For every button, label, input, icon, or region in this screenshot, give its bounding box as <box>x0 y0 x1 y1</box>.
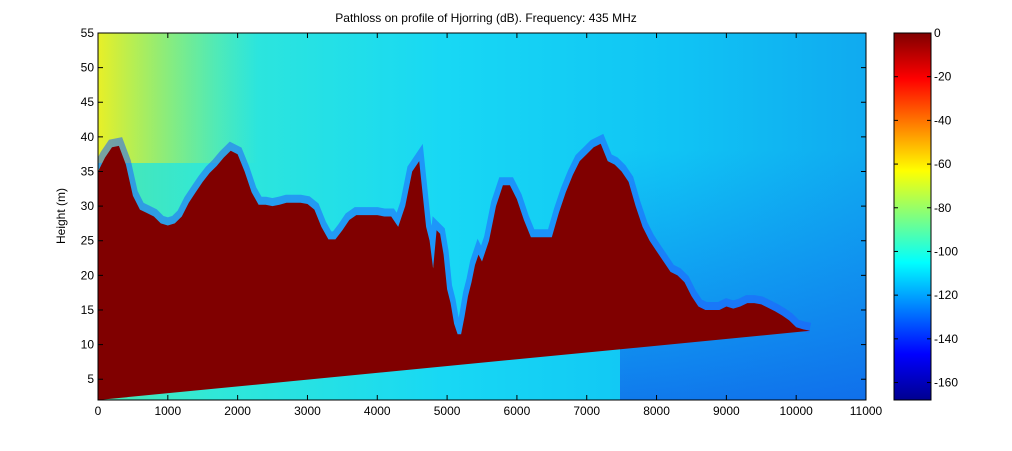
x-tick-label: 7000 <box>573 404 600 418</box>
x-tick-label: 4000 <box>364 404 391 418</box>
colorbar-tick-label: -60 <box>934 157 952 171</box>
y-tick-label: 55 <box>81 26 95 40</box>
y-tick-label: 40 <box>81 130 95 144</box>
colorbar-gradient <box>893 32 932 401</box>
colorbar-tick-label: -140 <box>934 332 958 346</box>
y-tick-label: 30 <box>81 199 95 213</box>
y-tick-label: 35 <box>81 164 95 178</box>
colorbar-tick-label: -160 <box>934 376 958 390</box>
plot-frame <box>97 32 867 401</box>
x-tick-label: 10000 <box>779 404 813 418</box>
colorbar-tick-label: 0 <box>934 26 941 40</box>
x-tick-label: 2000 <box>224 404 251 418</box>
terrain-profile <box>98 143 811 400</box>
y-tick-label: 20 <box>81 268 95 282</box>
x-tick-label: 6000 <box>504 404 531 418</box>
colorbar-ticks: 0 -20 -40 -60 -80 -100 -120 -140 -160 <box>894 26 958 390</box>
colorbar-tick-label: -20 <box>934 70 952 84</box>
colorbar: 0 -20 -40 -60 -80 -100 -120 -140 -160 <box>893 26 958 401</box>
y-axis-label: Height (m) <box>54 188 68 244</box>
y-tick-label: 45 <box>81 95 95 109</box>
plot-area <box>98 33 866 400</box>
x-tick-label: 1000 <box>154 404 181 418</box>
y-tick-label: 25 <box>81 234 95 248</box>
pathloss-near-field <box>98 33 258 163</box>
terrain-shadow-edge <box>98 133 812 337</box>
colorbar-tick-label: -40 <box>934 113 952 127</box>
x-axis: 0 1000 2000 3000 4000 5000 6000 7000 8000 9000 100… <box>95 33 883 418</box>
colorbar-tick-label: -100 <box>934 244 958 258</box>
x-tick-label: 9000 <box>713 404 740 418</box>
y-tick-label: 50 <box>81 61 95 75</box>
y-axis: 5 10 15 20 25 30 35 40 45 50 55 <box>81 26 866 386</box>
colorbar-tick-label: -120 <box>934 288 958 302</box>
chart-title: Pathloss on profile of Hjorring (dB). Fr… <box>335 11 636 25</box>
y-tick-label: 10 <box>81 338 95 352</box>
y-tick-label: 15 <box>81 303 95 317</box>
x-tick-label: 8000 <box>643 404 670 418</box>
y-tick-label: 5 <box>87 372 94 386</box>
x-tick-label: 11000 <box>850 404 883 418</box>
colorbar-tick-label: -80 <box>934 201 952 215</box>
x-tick-label: 5000 <box>434 404 461 418</box>
x-tick-label: 0 <box>95 404 102 418</box>
x-tick-label: 3000 <box>294 404 321 418</box>
